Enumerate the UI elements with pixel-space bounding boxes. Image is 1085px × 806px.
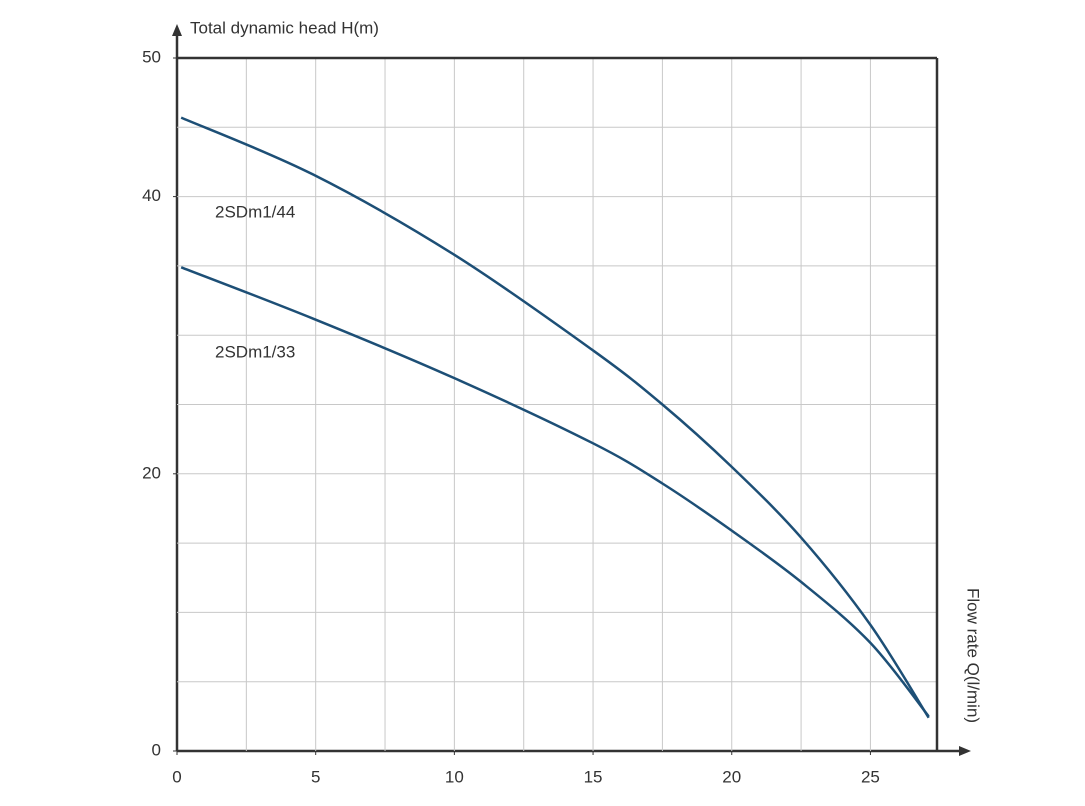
- x-tick-label: 15: [584, 767, 603, 786]
- y-tick-label: 40: [142, 186, 161, 205]
- x-tick-label: 25: [861, 767, 880, 786]
- x-tick-label: 5: [311, 767, 320, 786]
- y-tick-label: 0: [152, 740, 161, 759]
- curve: [180, 116, 930, 719]
- x-tick-label: 20: [722, 767, 741, 786]
- x-tick-label: 10: [445, 767, 464, 786]
- y-tick-label: 50: [142, 47, 161, 66]
- curve: [180, 266, 930, 718]
- x-axis-title: Flow rate Q(l/min): [964, 588, 983, 723]
- curve-label: 2SDm1/44: [215, 202, 295, 221]
- y-axis-title: Total dynamic head H(m): [190, 18, 379, 37]
- x-tick-label: 0: [172, 767, 181, 786]
- y-tick-label: 20: [142, 463, 161, 482]
- curve-label: 2SDm1/33: [215, 342, 295, 361]
